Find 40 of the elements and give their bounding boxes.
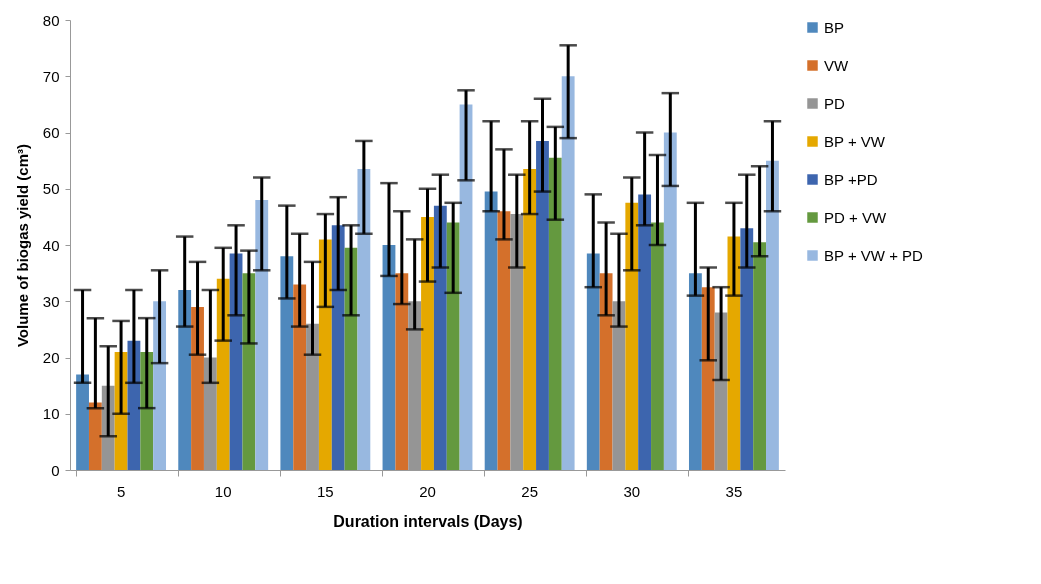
bar bbox=[484, 191, 498, 470]
bar bbox=[255, 200, 269, 470]
x-tick-label: 35 bbox=[725, 482, 743, 500]
legend-label: PD bbox=[824, 94, 845, 112]
bar bbox=[625, 202, 639, 470]
bar bbox=[395, 273, 409, 470]
x-tick-label: 5 bbox=[116, 482, 126, 500]
bar bbox=[127, 340, 141, 470]
x-tick-label: 30 bbox=[623, 482, 641, 500]
x-tick-label: 15 bbox=[317, 482, 334, 500]
y-tick-label: 60 bbox=[42, 124, 60, 141]
bar bbox=[599, 273, 613, 470]
y-tick-label: 70 bbox=[42, 67, 60, 85]
legend-label: BP bbox=[824, 18, 845, 36]
legend-label: BP +PD bbox=[824, 170, 878, 188]
y-axis-title: Volume of biogas yield (cm³) bbox=[13, 143, 31, 348]
x-tick-label: 25 bbox=[521, 482, 538, 500]
legend-label: PD + VW bbox=[824, 208, 887, 226]
bar bbox=[446, 222, 460, 470]
bar bbox=[740, 228, 754, 470]
x-tick-label: 10 bbox=[214, 482, 232, 500]
y-tick-label: 0 bbox=[51, 461, 60, 479]
legend-label: BP + VW bbox=[824, 132, 886, 150]
x-axis-title: Duration intervals (Days) bbox=[333, 512, 523, 530]
bar bbox=[280, 256, 294, 470]
y-tick-label: 80 bbox=[42, 11, 60, 29]
bar bbox=[216, 278, 230, 470]
x-tick-label: 20 bbox=[419, 482, 436, 500]
y-tick-label: 40 bbox=[42, 236, 60, 254]
legend-label: BP + VW + PD bbox=[824, 246, 924, 264]
y-tick-label: 20 bbox=[42, 349, 60, 366]
bar bbox=[586, 253, 600, 470]
y-tick-label: 50 bbox=[42, 180, 60, 198]
legend-label: VW bbox=[824, 56, 849, 74]
bar bbox=[497, 211, 511, 470]
y-tick-label: 30 bbox=[42, 292, 60, 310]
bar bbox=[561, 76, 575, 470]
bar bbox=[331, 225, 345, 470]
bar bbox=[357, 169, 371, 470]
y-tick-label: 10 bbox=[42, 405, 60, 423]
